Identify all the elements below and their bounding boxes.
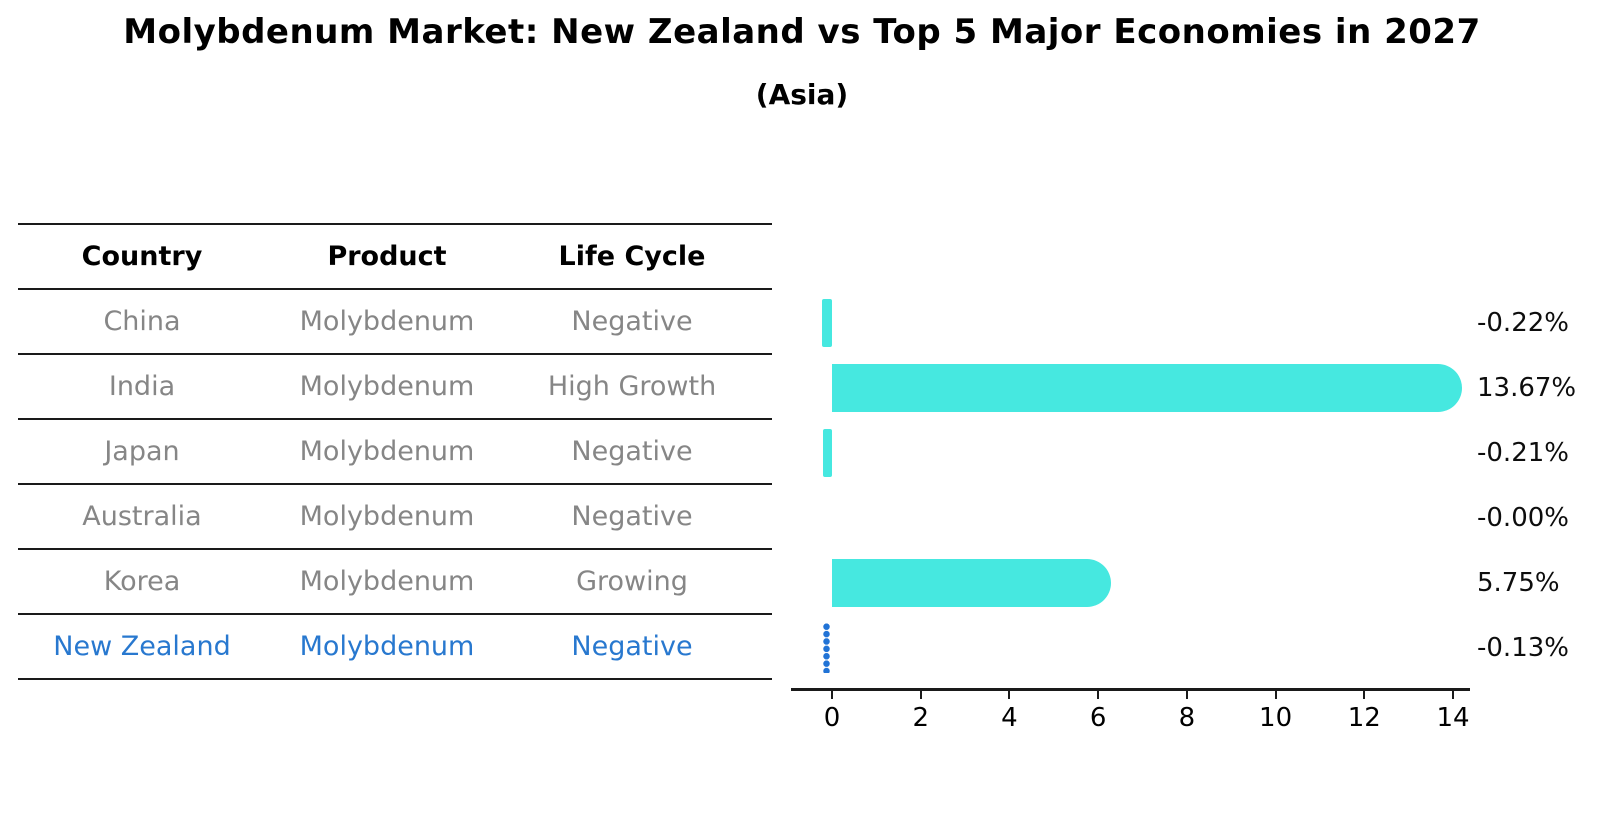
data-table: Country Product Life Cycle China Molybdenum N… (18, 223, 772, 680)
x-tick-label-12: 12 (1347, 703, 1381, 733)
x-tick-label-6: 6 (1089, 703, 1107, 733)
x-tick-label-4: 4 (1001, 703, 1018, 733)
x-tick-0 (831, 690, 833, 699)
x-tick-label-14: 14 (1436, 703, 1470, 733)
product-cell: Molybdenum (299, 566, 475, 597)
life-cycle-cell: Growing (576, 566, 688, 597)
x-tick-8 (1185, 690, 1188, 699)
x-tick-label-0: 0 (823, 703, 841, 733)
country-cell: Korea (103, 566, 181, 597)
x-tick-6 (1097, 690, 1100, 699)
country-cell: Japan (104, 436, 180, 467)
value-label-new-zealand: -0.13% (1477, 632, 1569, 663)
country-cell: New Zealand (53, 631, 231, 662)
product-cell: Molybdenum (299, 436, 475, 467)
x-tick-4 (1008, 690, 1011, 699)
highlight-marker-new-zealand (822, 622, 830, 673)
x-tick-14 (1452, 690, 1455, 699)
x-axis-line (791, 688, 1470, 691)
bar-chart: 0 2 4 6 8 10 12 14 (791, 225, 1470, 733)
life-cycle-cell: Negative (571, 306, 693, 337)
value-label-korea: 5.75% (1477, 567, 1560, 598)
x-tick-label-8: 8 (1178, 703, 1196, 733)
column-header-country: Country (81, 241, 203, 272)
x-tick-12 (1363, 690, 1366, 699)
table-row-india: India Molybdenum High Growth (18, 355, 772, 420)
bar-china (822, 298, 832, 347)
chart-subtitle: (Asia) (755, 78, 849, 111)
bar-japan (822, 428, 832, 477)
product-cell: Molybdenum (299, 501, 475, 532)
country-cell: India (108, 371, 176, 402)
table-row-china: China Molybdenum Negative (18, 290, 772, 355)
bar-korea (832, 558, 1112, 607)
column-header-product: Product (327, 241, 447, 272)
x-tick-label-10: 10 (1259, 703, 1293, 733)
chart-title: Molybdenum Market: New Zealand vs Top 5 … (123, 12, 1481, 52)
country-cell: Australia (82, 501, 202, 532)
table-row-korea: Korea Molybdenum Growing (18, 550, 772, 615)
value-label-australia: -0.00% (1477, 502, 1569, 533)
life-cycle-cell: Negative (571, 501, 693, 532)
product-cell: Molybdenum (299, 371, 475, 402)
country-cell: China (103, 306, 181, 337)
x-tick-label-2: 2 (912, 703, 929, 733)
table-header-row: Country Product Life Cycle (18, 223, 772, 290)
life-cycle-cell: Negative (571, 631, 693, 662)
value-label-japan: -0.21% (1477, 437, 1569, 468)
table-row-japan: Japan Molybdenum Negative (18, 420, 772, 485)
value-label-india: 13.67% (1477, 372, 1577, 403)
life-cycle-cell: Negative (571, 436, 693, 467)
life-cycle-cell: High Growth (547, 371, 717, 402)
table-row-new-zealand: New Zealand Molybdenum Negative (18, 615, 772, 680)
value-label-china: -0.22% (1477, 307, 1569, 338)
x-tick-10 (1274, 690, 1277, 699)
product-cell: Molybdenum (299, 306, 475, 337)
x-tick-2 (919, 690, 922, 699)
table-row-australia: Australia Molybdenum Negative (18, 485, 772, 550)
bar-india (832, 363, 1463, 412)
column-header-life-cycle: Life Cycle (558, 241, 706, 272)
product-cell: Molybdenum (299, 631, 475, 662)
